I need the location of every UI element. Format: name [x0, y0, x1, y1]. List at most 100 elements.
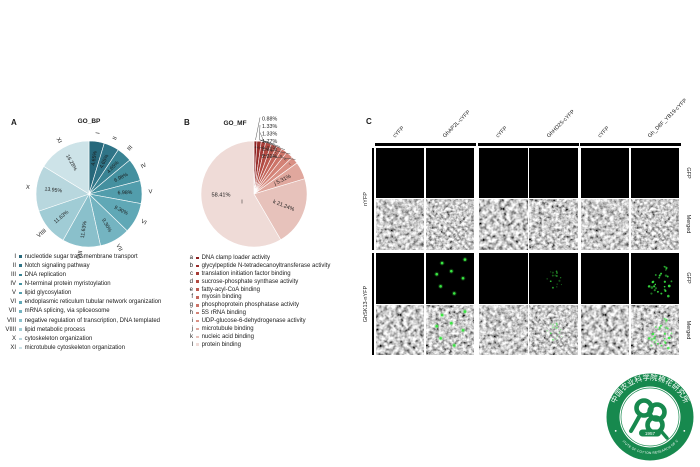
micrograph-image	[425, 304, 475, 355]
seal-inner-ring	[620, 387, 680, 447]
legend-item: IV N-terminal protein myristoylation	[2, 279, 161, 288]
column-label: Gh_D8F_YB19-cYFP	[647, 97, 689, 140]
micrograph-merged-cell	[580, 199, 630, 250]
callout-leader-line	[259, 147, 291, 155]
legend-bullet-icon	[19, 328, 22, 331]
legend-item: XI microtubule cytoskeleton organization	[2, 343, 161, 352]
legend-bullet-icon	[196, 335, 199, 339]
legend-item: d sucrose-phosphate synthase activity	[186, 278, 330, 286]
institute-seal-logo: 中国农业科学院棉花研究所 INSTITUTE OF COTTON RESEARC…	[604, 371, 694, 461]
callout-leader-line	[258, 124, 261, 141]
legend-item: g phosphoprotein phosphatase activity	[186, 301, 330, 309]
legend-key: e	[189, 286, 193, 293]
micrograph-image	[375, 304, 425, 355]
legend-bullet-icon	[19, 255, 22, 258]
go-mf-pie-chart: 0.88%1.33%1.33%1.77%2.21%2.21%a b c defghij…	[200, 116, 308, 248]
micrograph-merged-cell	[630, 199, 680, 250]
legend-item: II Notch signaling pathway	[2, 261, 161, 270]
slice-key-label: d	[264, 147, 268, 150]
pie-slice-k	[253, 178, 308, 241]
micrograph-merged-cell	[479, 304, 528, 355]
legend-key: IV	[10, 280, 16, 287]
legend-text: translation initiation factor binding	[201, 270, 291, 277]
seal-right-dot	[683, 430, 686, 432]
legend-item: k nucleic acid binding	[186, 333, 330, 341]
micrograph-gfp-cell	[529, 147, 578, 198]
callout-leader-line	[259, 139, 286, 151]
seal-left-dot	[614, 430, 617, 432]
micrograph-image	[630, 199, 680, 250]
legend-text: cytoskeleton organization	[24, 335, 93, 342]
micrograph-gfp-cell	[425, 253, 475, 304]
pie-slice-l	[200, 140, 282, 248]
seal-year: 1957	[645, 431, 656, 436]
legend-text: nucleic acid binding	[201, 333, 254, 340]
slice-percent-label: 6.98%	[118, 190, 133, 197]
legend-key: III	[10, 271, 16, 278]
micrograph-gfp-cell	[630, 147, 680, 198]
micrograph-merged-cell	[529, 199, 578, 250]
legend-bullet-icon	[196, 311, 199, 315]
legend-bullet-icon	[19, 337, 22, 341]
legend-item: i UDP-glucose-6-dehydrogenase activity	[186, 317, 330, 325]
legend-text: microtubule binding	[201, 325, 254, 332]
legend-key: k	[190, 333, 193, 340]
legend-bullet-icon	[19, 346, 22, 350]
slice-key-label: l	[241, 199, 242, 205]
column-label: cYFP	[596, 125, 611, 140]
micrograph-image	[630, 304, 680, 355]
go-mf-legend: a DNA clamp loader activity b glycylpeptide…	[186, 254, 331, 349]
micrograph-image	[375, 199, 425, 250]
legend-key: c	[190, 270, 193, 277]
legend-key: l	[191, 341, 193, 348]
slice-key-label: X	[26, 185, 31, 191]
legend-item: VIII negative regulation of transcription…	[2, 316, 161, 325]
slice-percent-label: 11.63%	[80, 220, 89, 238]
pie-slice-XI	[43, 140, 90, 195]
slice-percent-label: 58.41%	[212, 192, 231, 198]
panel-b-label: B	[184, 118, 190, 127]
row-channel-label: Merged	[685, 214, 691, 234]
micrograph-image	[546, 270, 563, 289]
legend-bullet-icon	[19, 291, 22, 295]
micrograph-gfp-cell	[479, 147, 528, 198]
callout-percent-label: 0.88%	[262, 116, 277, 122]
legend-item: j microtubule binding	[186, 325, 330, 333]
legend-item: VI endoplasmic reticulum tubular network …	[2, 298, 161, 307]
micrograph-merged-cell	[529, 304, 578, 355]
micrograph-gfp-cell	[479, 253, 528, 304]
slice-key-label: XI	[54, 137, 62, 145]
fluorescence-signal	[546, 270, 563, 289]
micrograph-image	[647, 265, 673, 298]
slice-percent-label: 13.95%	[44, 186, 63, 194]
legend-bullet-icon	[196, 288, 199, 291]
legend-text: microtubule cytoskeleton organization	[24, 344, 125, 351]
callout-leader-line	[255, 117, 261, 141]
column-label: cYFP	[391, 125, 406, 140]
callout-percent-label: 1.77%	[262, 139, 277, 145]
legend-key: II	[12, 262, 16, 269]
legend-key: VIIII	[5, 326, 16, 333]
row-group-label: GhSK13-nYFP	[363, 285, 369, 323]
micrograph-image	[434, 257, 468, 296]
micrograph-merged-cell	[375, 304, 425, 355]
legend-key: h	[189, 310, 193, 317]
legend-text: phosphoprotein phosphatase activity	[201, 302, 299, 309]
slice-key-label: e	[269, 149, 273, 152]
legend-bullet-icon	[19, 273, 22, 277]
column-label: cYFP	[495, 125, 510, 140]
legend-text: UDP-glucose-6-dehydrogenase activity	[201, 318, 306, 325]
micrograph-gfp-cell	[425, 147, 475, 198]
row-channel-label: GFP	[685, 167, 691, 179]
slice-key-label: h	[283, 157, 287, 161]
legend-item: e fatty-acyl-CoA binding	[186, 286, 330, 294]
legend-text: endoplasmic reticulum tubular network or…	[24, 299, 162, 306]
row-channel-label: GFP	[685, 272, 691, 284]
legend-key: f	[191, 294, 193, 301]
micrograph-merged-cell	[425, 304, 475, 355]
micrograph-gfp-cell	[529, 253, 578, 304]
